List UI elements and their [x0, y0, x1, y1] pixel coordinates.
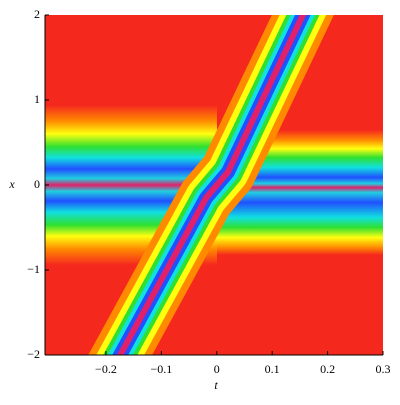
x-tick-label: −0.1	[150, 362, 172, 376]
soliton-core	[116, 15, 307, 355]
y-tick-label: 2	[34, 7, 40, 21]
x-tick-label: 0.1	[265, 362, 280, 376]
y-axis-label: x	[8, 177, 15, 191]
x-tick-label: 0	[214, 362, 220, 376]
x-axis-label: t	[214, 378, 218, 392]
x-tick-label: 0.3	[376, 362, 391, 376]
y-tick-label: −2	[27, 347, 40, 361]
y-tick-label: 0	[34, 177, 40, 191]
x-tick-label: 0.2	[320, 362, 335, 376]
soliton	[88, 15, 334, 355]
y-tick-label: 1	[34, 92, 40, 106]
density-field	[45, 15, 383, 355]
y-tick-label: −1	[27, 262, 40, 276]
x-tick-label: −0.2	[95, 362, 117, 376]
